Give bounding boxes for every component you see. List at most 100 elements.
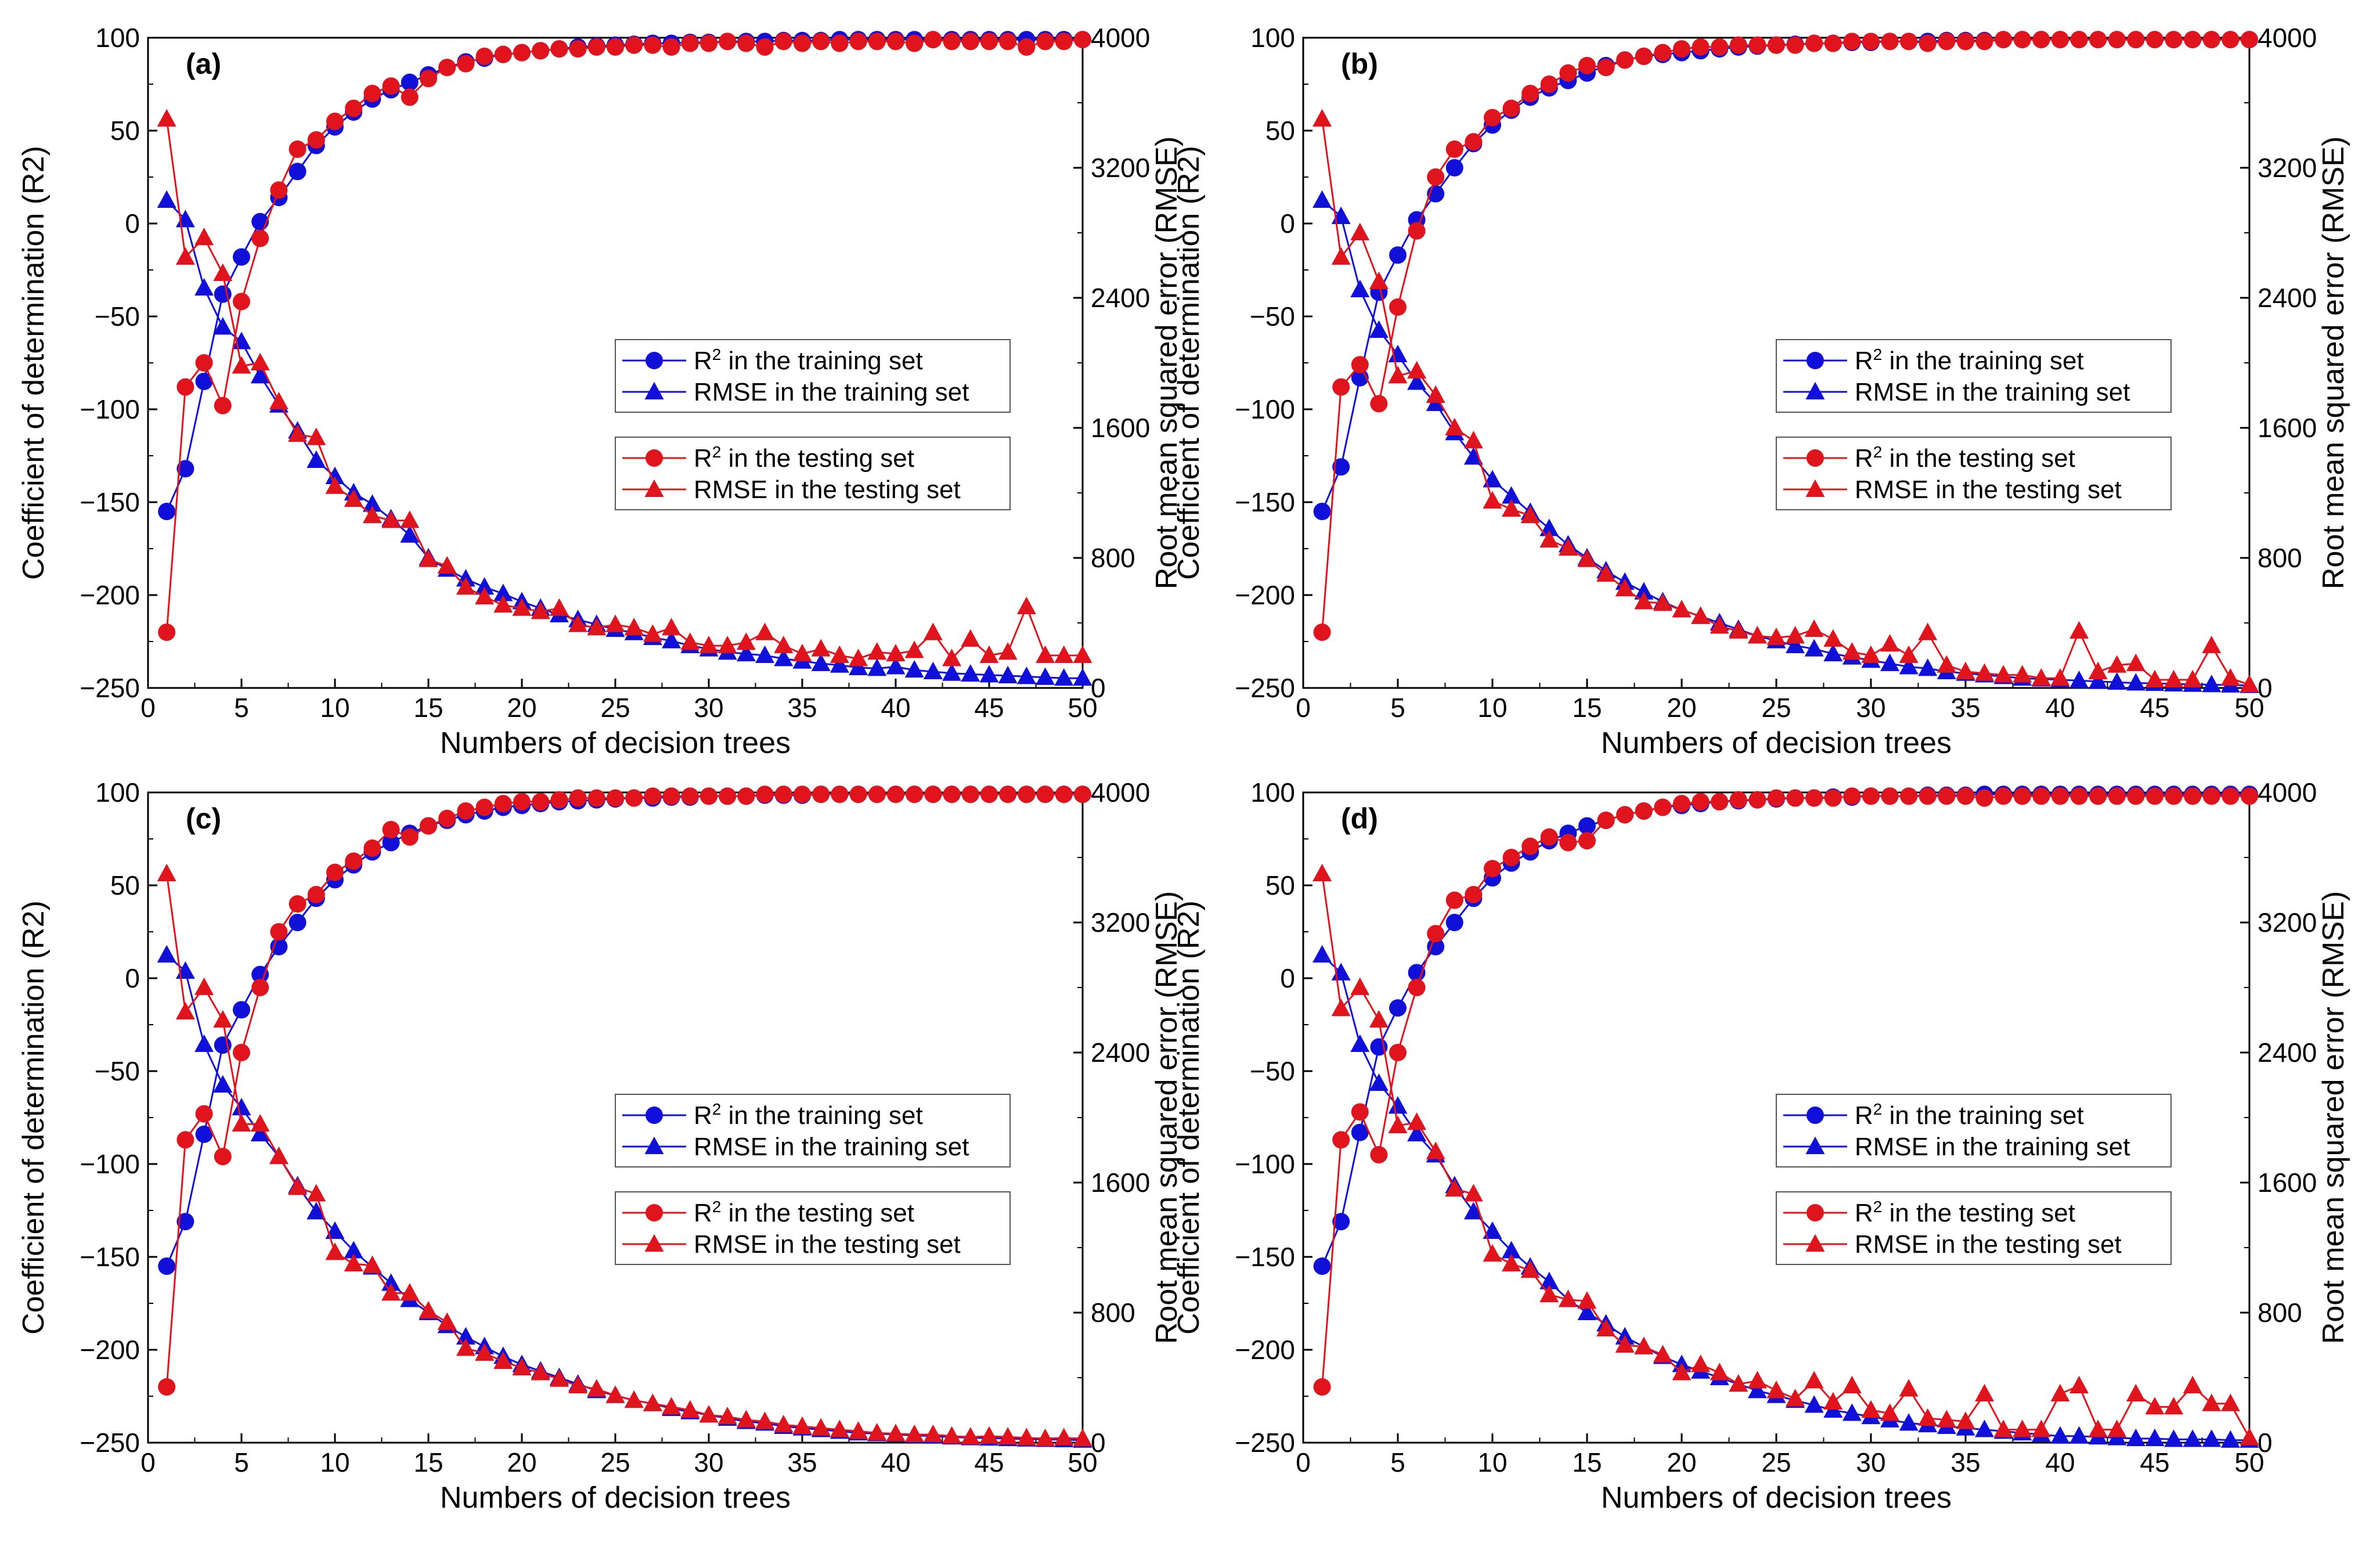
x-tick-label: 15 — [1572, 1447, 1602, 1477]
chart-panel-2: 0 5 10 15 20 25 30 35 40 45 50100500−50−100−150−20… — [1172, 23, 2350, 760]
data-point — [1861, 1400, 1881, 1418]
data-point — [531, 1363, 550, 1381]
data-point — [457, 802, 475, 820]
legend-label: RMSE in the testing set — [694, 475, 961, 504]
data-point — [1634, 592, 1654, 610]
y-tick-label: −250 — [80, 673, 140, 703]
data-point — [1880, 1403, 1900, 1421]
data-point — [886, 1424, 906, 1442]
y2-tick-label: 800 — [1091, 543, 1135, 573]
y2-tick-label: 2400 — [2258, 1037, 2317, 1068]
data-point — [213, 263, 233, 281]
legend-marker — [1805, 479, 1825, 497]
data-point — [2165, 787, 2183, 805]
data-point — [1539, 529, 1559, 548]
data-point — [194, 1034, 214, 1052]
data-point — [830, 645, 849, 663]
data-point — [513, 793, 531, 810]
data-point — [719, 787, 737, 805]
data-point — [1389, 246, 1407, 264]
data-point — [1445, 159, 1463, 176]
data-point — [1540, 828, 1558, 846]
data-point — [1918, 622, 1938, 640]
data-point — [176, 460, 194, 478]
data-point — [811, 1418, 831, 1436]
data-point — [1350, 1034, 1370, 1052]
data-point — [494, 45, 512, 63]
x-tick-label: 5 — [1390, 693, 1405, 723]
x-tick-label: 0 — [140, 1447, 156, 1477]
x-tick-label: 35 — [1950, 693, 1980, 723]
legend: R2 in the training set RMSE in the traini… — [615, 339, 1011, 510]
data-point — [1427, 168, 1445, 186]
data-point — [1445, 1179, 1465, 1197]
x-tick-label: 40 — [2045, 693, 2075, 723]
data-point — [1919, 787, 1937, 805]
data-point — [1577, 1302, 1597, 1320]
y-tick-label: 50 — [110, 116, 140, 146]
legend: R2 in the training set RMSE in the traini… — [615, 1094, 1011, 1265]
x-tick-label: 20 — [507, 1447, 536, 1477]
data-point — [250, 1113, 270, 1132]
data-point — [1463, 447, 1483, 465]
data-point — [755, 1411, 775, 1429]
data-point — [550, 791, 568, 809]
series-testing-r2 — [1313, 31, 2258, 641]
data-point — [1823, 1392, 1843, 1410]
x-tick-label: 45 — [974, 1447, 1004, 1477]
legend-label: RMSE in the training set — [1855, 378, 2130, 406]
data-point — [774, 785, 792, 803]
data-point — [1463, 431, 1483, 449]
data-point — [1332, 378, 1350, 396]
data-point — [774, 1414, 794, 1433]
data-point — [1578, 832, 1596, 850]
data-point — [1370, 1146, 1388, 1163]
data-point — [1036, 1428, 1055, 1446]
data-point — [1692, 38, 1710, 56]
y2-tick-label: 1600 — [2258, 1167, 2317, 1198]
data-point — [1786, 789, 1804, 807]
data-point — [475, 798, 493, 816]
y-axis-title: Coefficient of determination (R2) — [17, 146, 51, 580]
data-point — [849, 648, 868, 666]
data-point — [680, 632, 700, 650]
data-point — [1559, 834, 1577, 852]
data-point — [1995, 787, 2013, 805]
data-point — [999, 33, 1017, 51]
data-point — [157, 945, 176, 963]
data-point — [1805, 34, 1823, 52]
data-point — [1331, 999, 1351, 1017]
data-point — [605, 1385, 625, 1403]
data-point — [289, 895, 306, 913]
data-point — [1823, 629, 1843, 647]
data-point — [2183, 1375, 2202, 1393]
data-point — [1539, 1284, 1559, 1303]
y-tick-label: 0 — [1280, 208, 1295, 239]
legend-marker — [646, 352, 663, 369]
data-point — [904, 640, 924, 658]
data-point — [2183, 669, 2202, 687]
data-point — [1073, 645, 1092, 663]
data-point — [326, 863, 344, 881]
data-point — [904, 1424, 924, 1442]
data-point — [1483, 1244, 1502, 1262]
data-point — [251, 229, 269, 247]
legend-marker — [644, 381, 664, 399]
y2-axis-title: Root mean squared error (RMSE) — [2317, 136, 2350, 589]
y2-tick-label: 4000 — [2258, 777, 2317, 808]
data-point — [1445, 914, 1463, 931]
data-point — [2241, 787, 2258, 805]
y2-tick-label: 0 — [1091, 673, 1106, 703]
data-point — [2069, 671, 2089, 689]
legend-marker — [1805, 1234, 1825, 1252]
data-point — [756, 38, 774, 56]
panel-label: (a) — [186, 48, 221, 80]
data-point — [2032, 31, 2050, 49]
legend-marker — [1805, 381, 1825, 399]
data-point — [1312, 109, 1332, 127]
data-point — [961, 664, 980, 682]
data-point — [1672, 1363, 1692, 1381]
legend-label: R2 in the testing set — [694, 443, 914, 473]
data-point — [158, 1257, 176, 1275]
y-tick-label: −150 — [80, 1242, 140, 1272]
